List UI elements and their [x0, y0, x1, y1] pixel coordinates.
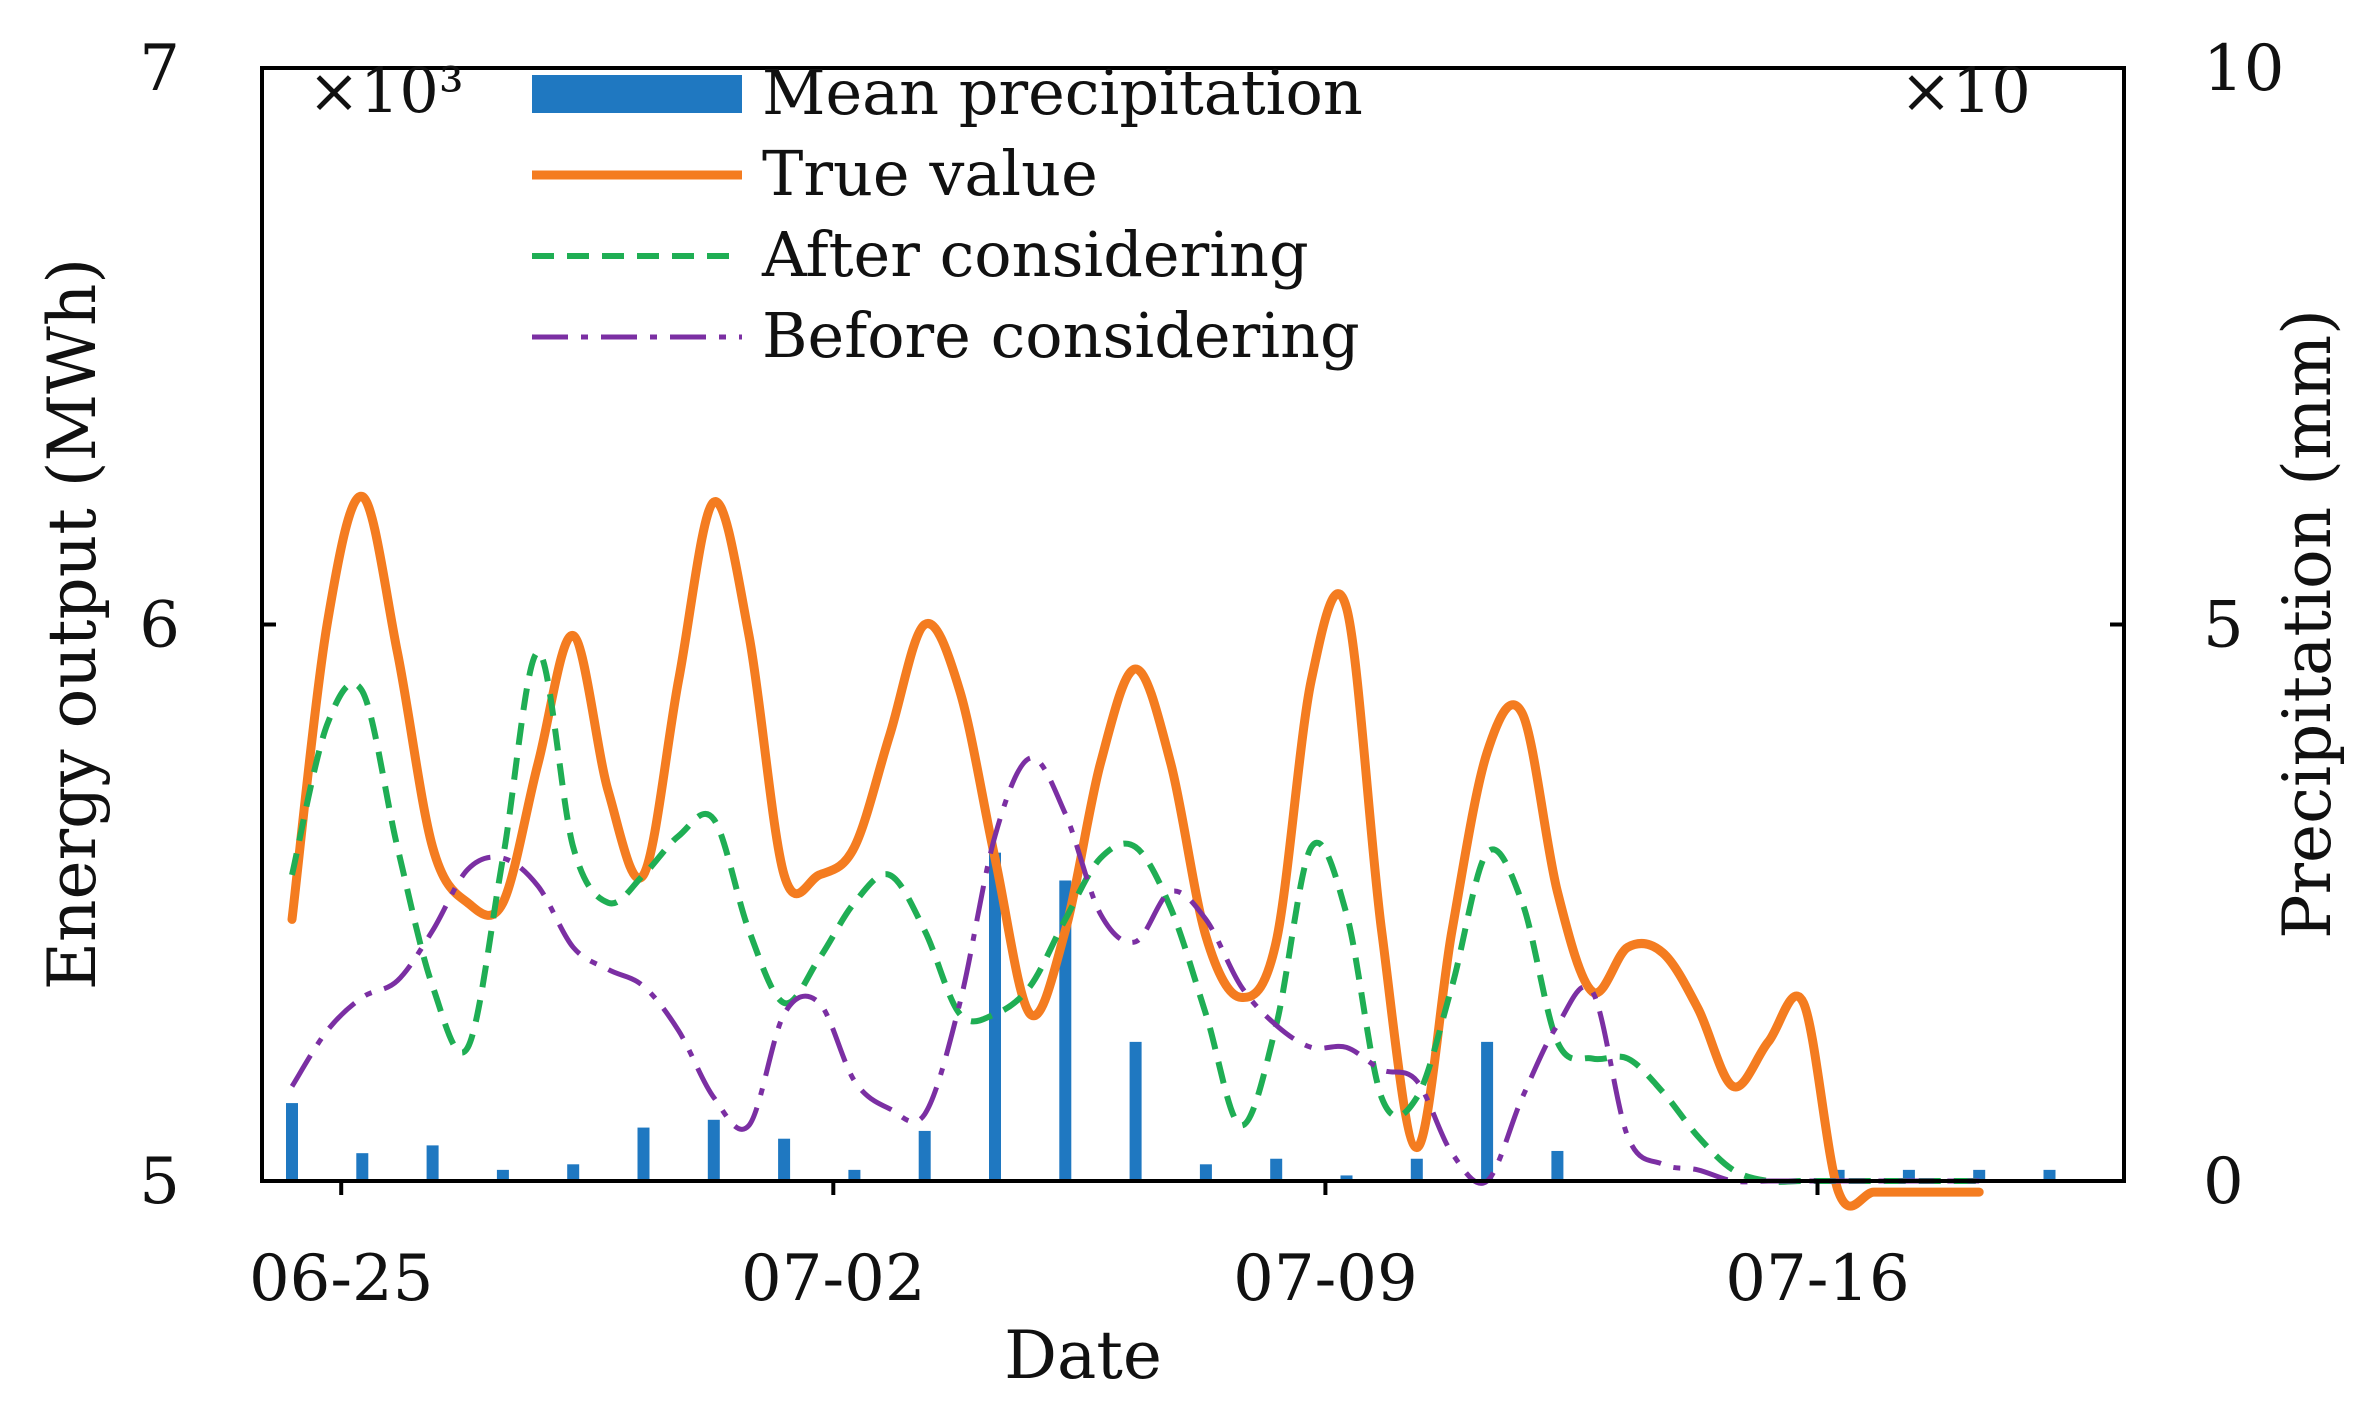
y-axis-label: Energy output (MWh) [34, 258, 111, 990]
legend-label: True value [762, 137, 1098, 210]
precipitation-bar [426, 1145, 439, 1181]
precipitation-bar [848, 1169, 861, 1181]
bars-layer [286, 852, 2056, 1181]
legend: Mean precipitation True value After consid… [532, 56, 1363, 372]
precipitation-bar [2043, 1169, 2056, 1181]
precipitation-bar [778, 1138, 791, 1181]
x-tick-label: 07-16 [1725, 1242, 1910, 1316]
precipitation-bar [1973, 1169, 1986, 1181]
precipitation-bar [707, 1119, 720, 1181]
y2-multiplier: ×10 [1900, 54, 2031, 127]
y-tick-label: 6 [139, 589, 180, 663]
precipitation-bar [1481, 1041, 1494, 1181]
y-tick-label: 5 [139, 1145, 180, 1219]
legend-label: Before considering [762, 299, 1360, 372]
precipitation-bar [637, 1127, 650, 1181]
series-after-considering [289, 649, 1980, 1185]
series-layer [287, 491, 1984, 1211]
series-before-considering [289, 755, 1980, 1186]
precipitation-bar [918, 1130, 931, 1181]
precipitation-bar [356, 1153, 369, 1181]
x-tick-label: 07-09 [1233, 1242, 1418, 1316]
precipitation-bar [1902, 1169, 1915, 1181]
series-true-value [287, 491, 1984, 1211]
legend-swatch-bar [532, 75, 742, 113]
precipitation-bar [1270, 1158, 1283, 1181]
ticks-layer: 06-25 07-02 07-09 07-16 5 6 7 0 5 10 [139, 32, 2284, 1316]
y-tick-label: 7 [139, 32, 180, 106]
x-tick-label: 06-25 [249, 1242, 434, 1316]
precipitation-bar [1129, 1041, 1142, 1181]
y2-tick-label: 5 [2203, 589, 2244, 663]
precipitation-bar [989, 852, 1001, 1181]
precipitation-bar [1340, 1175, 1353, 1181]
legend-label: Mean precipitation [762, 56, 1363, 129]
x-axis-label: Date [1004, 1317, 1162, 1394]
legend-label: After considering [761, 218, 1309, 291]
y2-axis-label: Precipitation (mm) [2269, 309, 2346, 939]
precipitation-bar [286, 1103, 298, 1181]
x-tick-label: 07-02 [741, 1242, 926, 1316]
precipitation-bar [567, 1164, 580, 1181]
y-multiplier: ×10³ [308, 54, 464, 127]
precipitation-bar [496, 1169, 509, 1181]
y2-tick-label: 10 [2203, 32, 2284, 106]
precipitation-bar [1551, 1150, 1564, 1181]
precipitation-bar [1410, 1158, 1423, 1181]
precipitation-bar [1199, 1164, 1212, 1181]
y2-tick-label: 0 [2203, 1145, 2244, 1219]
